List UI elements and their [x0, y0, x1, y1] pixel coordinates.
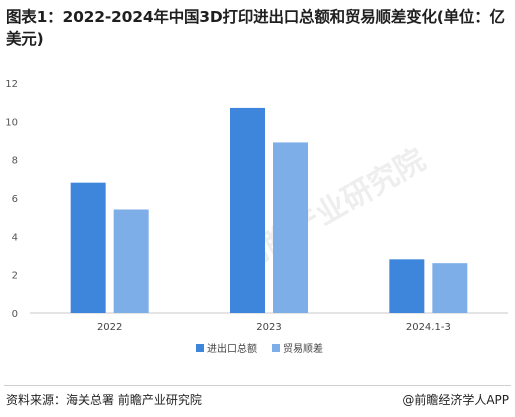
x-tick-label: 2024.1-3 [406, 322, 451, 333]
x-tick-label: 2023 [256, 322, 281, 333]
y-tick-label: 2 [12, 271, 18, 282]
y-tick-label: 0 [12, 309, 18, 320]
legend-label-trade-surplus: 贸易顺差 [283, 342, 323, 355]
bar-chart: 0 2 4 6 8 10 12 2022 2023 2024.1-3 进出口总额 贸易顺差 [5, 79, 508, 355]
brand-credit: @前瞻经济学人APP [402, 393, 509, 407]
source-note: 资料来源：海关总署 前瞻产业研究院 [6, 393, 202, 407]
y-tick-label: 4 [12, 232, 18, 243]
bar-trade-surplus-0 [113, 209, 149, 313]
footer-divider [4, 385, 511, 386]
legend-swatch-import-export [196, 344, 204, 352]
y-tick-label: 8 [12, 156, 18, 167]
bar-import-export-0 [70, 182, 106, 313]
legend-label-import-export: 进出口总额 [207, 342, 257, 355]
bar-import-export-2 [389, 259, 425, 313]
bar-import-export-1 [230, 107, 265, 313]
bar-trade-surplus-1 [273, 142, 308, 313]
y-tick-label: 6 [12, 194, 18, 205]
y-tick-label: 10 [5, 117, 18, 128]
bar-trade-surplus-2 [432, 263, 468, 313]
chart-title: 图表1：2022-2024年中国3D打印进出口总额和贸易顺差变化(单位：亿美元) [6, 8, 505, 48]
x-tick-label: 2022 [97, 322, 122, 333]
y-tick-label: 12 [5, 79, 18, 90]
legend-swatch-trade-surplus [272, 344, 280, 352]
